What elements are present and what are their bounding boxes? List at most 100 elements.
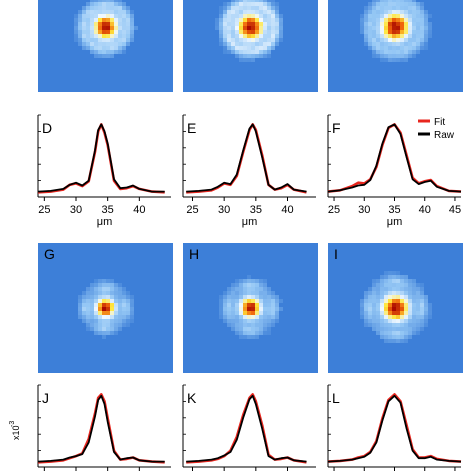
image-pixel — [404, 339, 408, 343]
image-pixel — [122, 26, 126, 30]
image-pixel — [122, 14, 126, 18]
image-pixel — [247, 311, 251, 315]
image-pixel — [251, 295, 255, 299]
image-pixel — [263, 46, 267, 50]
image-pixel — [271, 311, 275, 315]
image-pixel — [259, 46, 263, 50]
image-pixel — [102, 38, 106, 42]
image-pixel — [372, 18, 376, 22]
image-pixel — [368, 14, 372, 18]
image-pixel — [255, 0, 259, 2]
image-pixel — [243, 42, 247, 46]
image-pixel — [263, 14, 267, 18]
image-pixel — [388, 22, 392, 26]
image-pixel — [227, 14, 231, 18]
image-pixel — [239, 46, 243, 50]
image-pixel — [416, 14, 420, 18]
image-pixel — [428, 26, 432, 30]
image-pixel — [255, 311, 259, 315]
image-pixel — [388, 54, 392, 58]
image-pixel — [404, 319, 408, 323]
image-pixel — [400, 34, 404, 38]
image-pixel — [106, 299, 110, 303]
image-pixel — [110, 327, 114, 331]
image-pixel — [396, 315, 400, 319]
image-pixel — [400, 46, 404, 50]
image-pixel — [388, 287, 392, 291]
image-pixel — [392, 2, 396, 6]
image-pixel — [380, 311, 384, 315]
image-pixel — [259, 14, 263, 18]
image-pixel — [384, 311, 388, 315]
image-pixel — [118, 10, 122, 14]
image-pixel — [384, 339, 388, 343]
image-pixel — [231, 18, 235, 22]
image-pixel — [102, 6, 106, 10]
image-pixel — [364, 299, 368, 303]
image-pixel — [219, 307, 223, 311]
image-pixel — [360, 307, 364, 311]
image-pixel — [372, 287, 376, 291]
image-pixel — [263, 319, 267, 323]
image-pixel — [416, 6, 420, 10]
image-pixel — [372, 295, 376, 299]
image-pixel — [392, 271, 396, 275]
image-pixel — [384, 54, 388, 58]
image-pixel — [255, 307, 259, 311]
image-pixel — [98, 22, 102, 26]
image-pixel — [239, 287, 243, 291]
image-pixel — [259, 283, 263, 287]
image-pixel — [259, 327, 263, 331]
image-pixel — [247, 38, 251, 42]
image-pixel — [392, 335, 396, 339]
image-pixel — [388, 283, 392, 287]
image-pixel — [424, 311, 428, 315]
image-pixel — [247, 291, 251, 295]
image-pixel — [420, 327, 424, 331]
image-pixel — [219, 22, 223, 26]
image-pixel — [78, 18, 82, 22]
image-pixel — [420, 291, 424, 295]
image-pixel — [243, 319, 247, 323]
image-pixel — [114, 319, 118, 323]
image-pixel — [259, 311, 263, 315]
image-pixel — [420, 14, 424, 18]
panel-label: L — [332, 390, 340, 406]
image-pixel — [271, 22, 275, 26]
image-pixel — [102, 42, 106, 46]
image-pixel — [420, 295, 424, 299]
image-pixel — [114, 6, 118, 10]
image-pixel — [404, 26, 408, 30]
image-pixel — [360, 30, 364, 34]
image-pixel — [219, 6, 223, 10]
image-pixel — [400, 279, 404, 283]
image-pixel — [376, 2, 380, 6]
image-pixel — [126, 295, 130, 299]
image-pixel — [98, 18, 102, 22]
image-pixel — [235, 46, 239, 50]
image-pixel — [251, 18, 255, 22]
image-pixel — [247, 331, 251, 335]
image-pixel — [384, 315, 388, 319]
image-pixel — [110, 331, 114, 335]
image-pixel — [412, 295, 416, 299]
image-pixel — [271, 30, 275, 34]
image-pixel — [384, 30, 388, 34]
image-pixel — [259, 315, 263, 319]
image-pixel — [82, 315, 86, 319]
image-pixel — [94, 311, 98, 315]
image-pixel — [223, 10, 227, 14]
image-pixel — [126, 6, 130, 10]
image-pixel — [235, 319, 239, 323]
image-pixel — [110, 307, 114, 311]
image-pixel — [102, 311, 106, 315]
image-pixel — [263, 0, 267, 2]
image-pixel — [130, 319, 134, 323]
image-pixel — [98, 26, 102, 30]
image-pixel — [251, 50, 255, 54]
image-pixel — [227, 38, 231, 42]
image-pixel — [74, 26, 78, 30]
image-pixel — [380, 46, 384, 50]
image-pixel — [94, 54, 98, 58]
image-pixel — [239, 295, 243, 299]
